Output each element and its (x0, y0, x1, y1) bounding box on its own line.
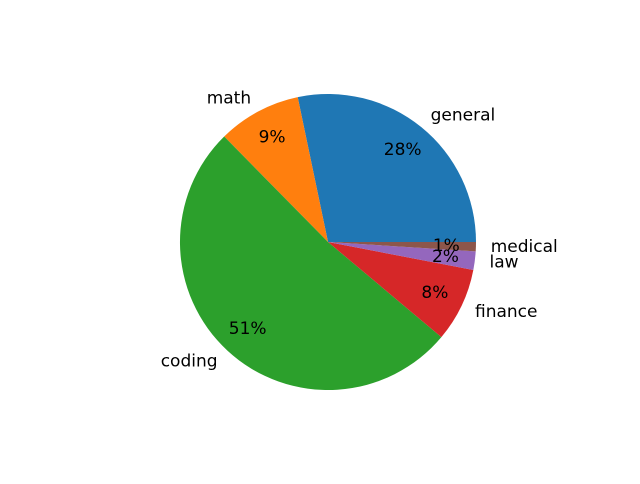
slice-label-coding: coding (161, 352, 218, 372)
slice-percent-math: 9% (259, 128, 286, 148)
slice-percent-finance: 8% (421, 283, 448, 303)
pie-slice-general (297, 94, 476, 242)
pie-slice-law (328, 242, 476, 271)
pie-slice-medical (328, 242, 476, 252)
pie-slice-finance (328, 242, 474, 338)
slice-label-general: general (431, 106, 496, 126)
pie-labels: general 28% math 9% coding 51% finance 8% law 2% m… (161, 89, 558, 372)
slice-percent-coding: 51% (229, 319, 267, 339)
slice-label-medical: medical (491, 237, 558, 257)
pie-slices (179, 94, 476, 391)
slice-percent-general: 28% (384, 140, 422, 160)
slice-label-math: math (207, 89, 251, 109)
slice-percent-medical: 1% (433, 236, 460, 256)
pie-slice-coding (179, 136, 442, 391)
pie-slice-math (224, 97, 328, 242)
slice-label-finance: finance (475, 302, 537, 322)
slice-percent-law: 2% (432, 247, 459, 267)
slice-label-law: law (489, 253, 518, 273)
